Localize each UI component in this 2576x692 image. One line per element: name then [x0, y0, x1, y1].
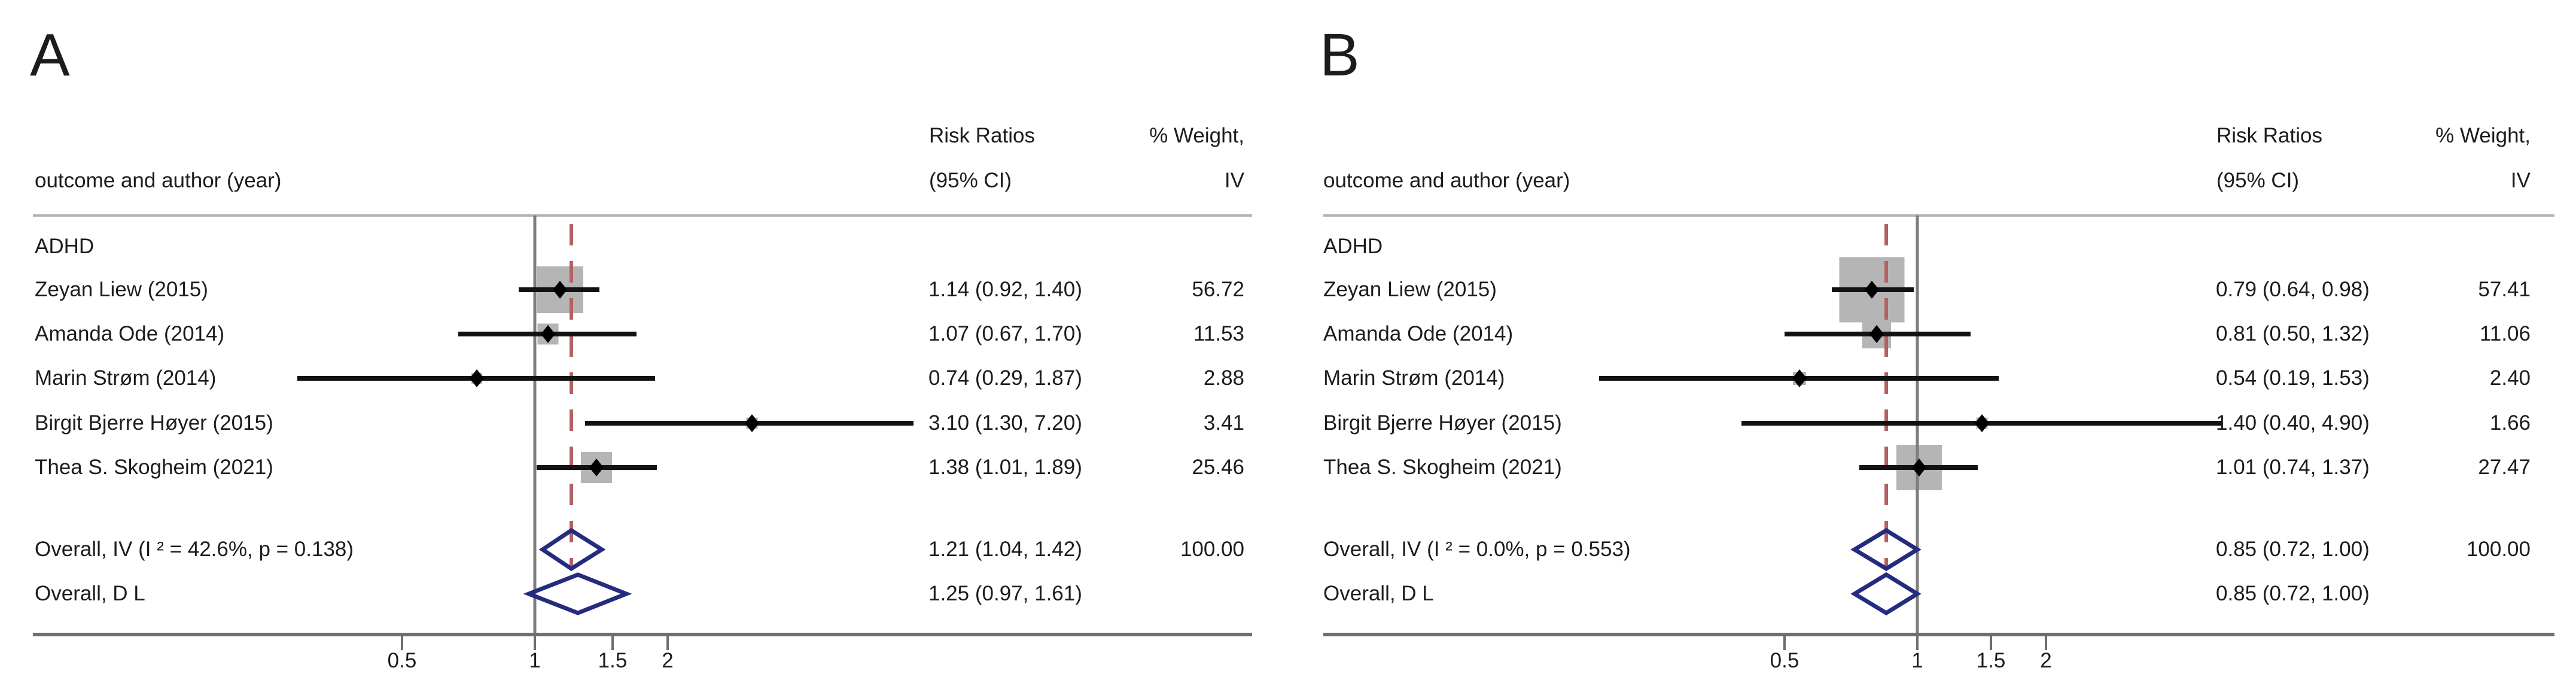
panel-b-plot — [1323, 214, 2554, 650]
study-weight: 1.66 — [2489, 411, 2531, 435]
x-tick-label: 0.5 — [387, 649, 417, 672]
weight-column-header-line1: % Weight, — [2435, 124, 2531, 147]
group-label: ADHD — [35, 235, 95, 258]
overall-iv-rr-ci: 1.21 (1.04, 1.42) — [928, 538, 1082, 561]
overall-iv-weight: 100.00 — [1180, 538, 1244, 561]
overall-dl-diamond — [523, 572, 632, 615]
weight-column-header-line1: % Weight, — [1149, 124, 1244, 147]
study-rr-ci: 0.54 (0.19, 1.53) — [2216, 366, 2370, 390]
point-marker — [1865, 281, 1879, 299]
rr-column-header-line1: Risk Ratios — [929, 124, 1035, 147]
point-marker — [745, 414, 759, 432]
study-author: Marin Strøm (2014) — [1323, 366, 1505, 390]
study-rr-ci: 0.74 (0.29, 1.87) — [928, 366, 1082, 390]
rr-column-header-line2: (95% CI) — [929, 169, 1012, 192]
point-marker — [1792, 369, 1807, 387]
x-tick-label: 1 — [1911, 649, 1923, 672]
overall-dl-diamond — [1850, 572, 1922, 616]
x-tick-label: 1.5 — [1976, 649, 2006, 672]
study-rr-ci: 1.14 (0.92, 1.40) — [928, 278, 1082, 301]
study-weight: 2.88 — [1203, 366, 1244, 390]
point-marker — [541, 325, 555, 343]
overall-iv-rr-ci: 0.85 (0.72, 1.00) — [2216, 538, 2370, 561]
panel-a-plot — [33, 214, 1252, 650]
study-author: Zeyan Liew (2015) — [1323, 278, 1497, 301]
study-author: Zeyan Liew (2015) — [35, 278, 208, 301]
study-rr-ci: 0.81 (0.50, 1.32) — [2216, 322, 2370, 345]
study-rr-ci: 1.38 (1.01, 1.89) — [928, 456, 1082, 479]
study-author: Thea S. Skogheim (2021) — [1323, 456, 1562, 479]
weight-column-header-line2: IV — [1224, 169, 1244, 192]
overall-dl-label: Overall, D L — [1323, 582, 1434, 605]
study-author: Thea S. Skogheim (2021) — [35, 456, 273, 479]
point-marker — [553, 281, 567, 299]
study-author: Marin Strøm (2014) — [35, 366, 217, 390]
overall-iv-label: Overall, IV (I ² = 0.0%, p = 0.553) — [1323, 538, 1631, 561]
overall-dl-rr-ci: 0.85 (0.72, 1.00) — [2216, 582, 2370, 605]
study-weight: 56.72 — [1192, 278, 1244, 301]
x-tick-label: 0.5 — [1770, 649, 1799, 672]
overall-iv-label: Overall, IV (I ² = 42.6%, p = 0.138) — [35, 538, 354, 561]
point-marker — [470, 369, 484, 387]
study-rr-ci: 1.40 (0.40, 4.90) — [2216, 411, 2370, 435]
study-weight: 2.40 — [2489, 366, 2531, 390]
study-author: Birgit Bjerre Høyer (2015) — [35, 411, 273, 435]
point-marker — [1869, 325, 1884, 343]
x-tick-label: 2 — [662, 649, 674, 672]
study-rr-ci: 3.10 (1.30, 7.20) — [928, 411, 1082, 435]
study-rr-ci: 0.79 (0.64, 0.98) — [2216, 278, 2370, 301]
study-rr-ci: 1.01 (0.74, 1.37) — [2216, 456, 2370, 479]
study-weight: 11.06 — [2480, 322, 2531, 345]
x-tick-label: 2 — [2040, 649, 2052, 672]
study-rr-ci: 1.07 (0.67, 1.70) — [928, 322, 1082, 345]
study-author: Birgit Bjerre Høyer (2015) — [1323, 411, 1562, 435]
group-label: ADHD — [1323, 235, 1383, 258]
panel-b-label: B — [1320, 22, 1360, 89]
study-weight: 57.41 — [2478, 278, 2531, 301]
overall-iv-diamond — [538, 527, 606, 572]
study-author: Amanda Ode (2014) — [1323, 322, 1514, 345]
author-column-header: outcome and author (year) — [1323, 169, 1570, 192]
point-marker — [1912, 459, 1926, 476]
panel-a-label: A — [30, 22, 70, 89]
overall-dl-label: Overall, D L — [35, 582, 145, 605]
x-tick-label: 1 — [529, 649, 541, 672]
study-weight: 3.41 — [1203, 411, 1244, 435]
study-weight: 27.47 — [2478, 456, 2531, 479]
study-weight: 25.46 — [1192, 456, 1244, 479]
overall-dl-rr-ci: 1.25 (0.97, 1.61) — [928, 582, 1082, 605]
overall-iv-diamond — [1850, 527, 1922, 572]
rr-column-header-line2: (95% CI) — [2216, 169, 2300, 192]
rr-column-header-line1: Risk Ratios — [2216, 124, 2322, 147]
weight-column-header-line2: IV — [2510, 169, 2531, 192]
study-weight: 11.53 — [1193, 322, 1244, 345]
point-marker — [1975, 414, 1989, 432]
study-author: Amanda Ode (2014) — [35, 322, 225, 345]
x-tick-label: 1.5 — [598, 649, 628, 672]
overall-iv-weight: 100.00 — [2466, 538, 2531, 561]
point-marker — [589, 459, 604, 476]
author-column-header: outcome and author (year) — [35, 169, 282, 192]
